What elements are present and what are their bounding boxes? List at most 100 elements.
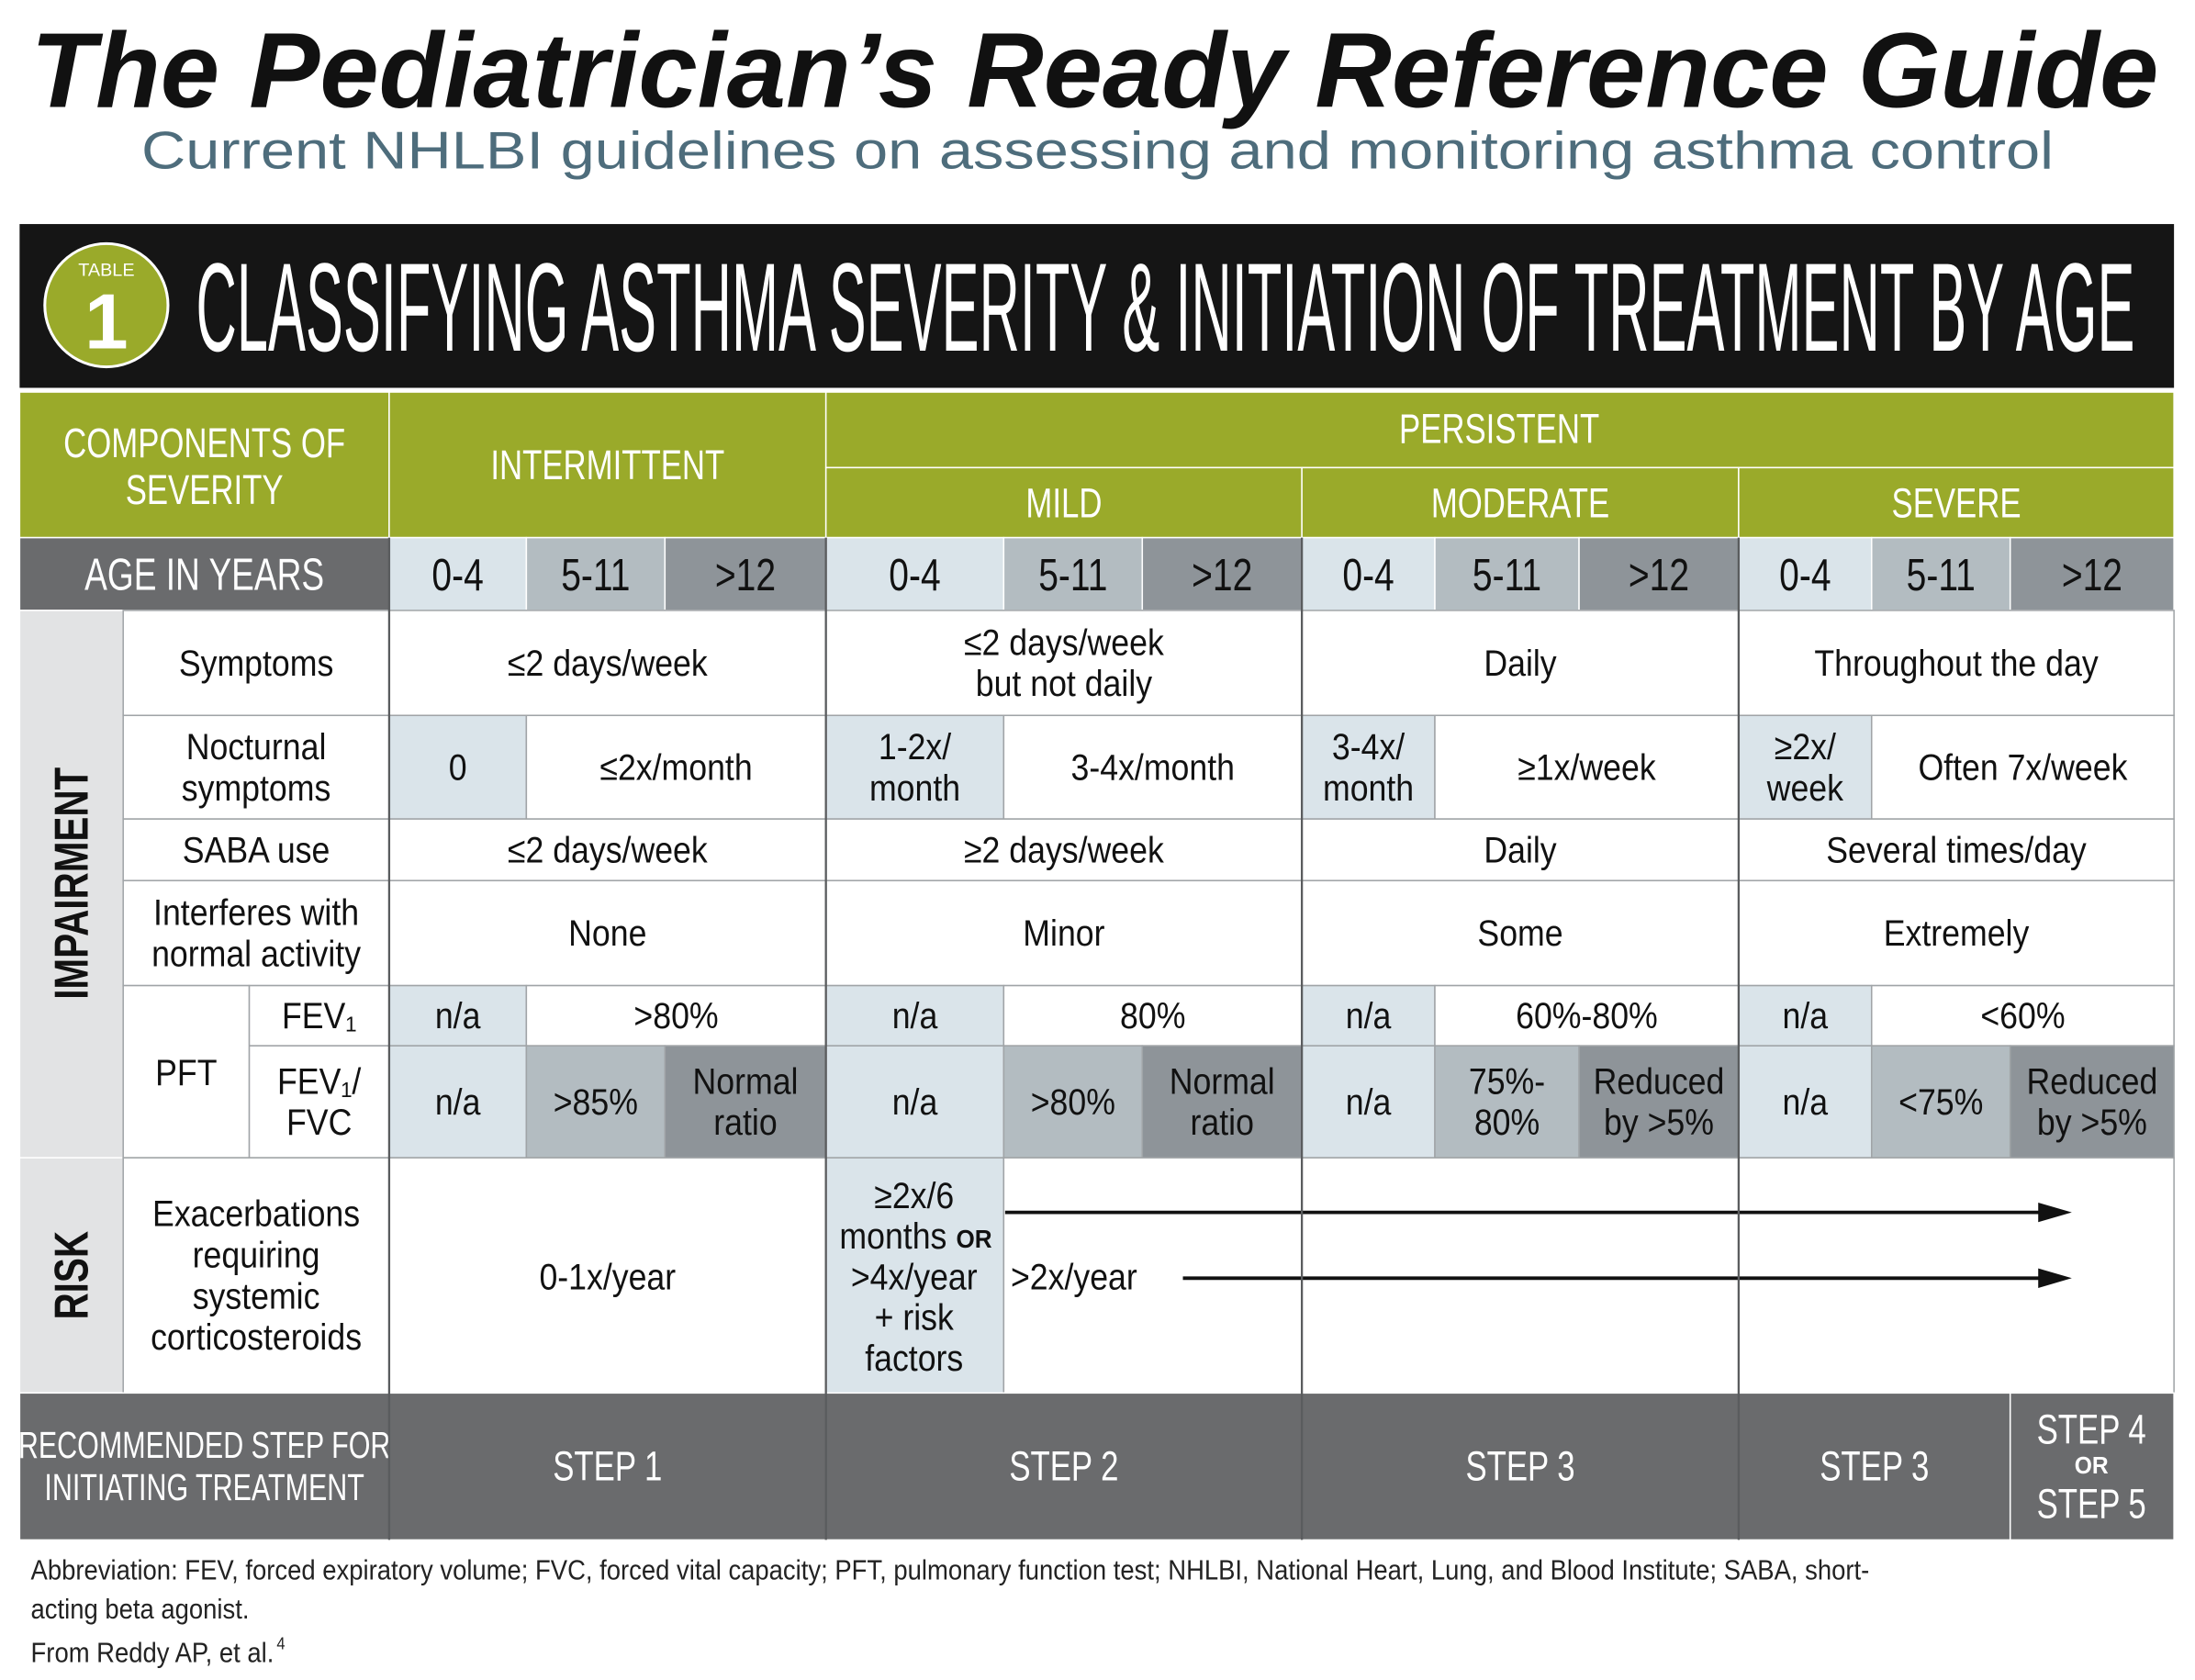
cell-text: n/a xyxy=(1346,995,1392,1036)
age-label: 5-11 xyxy=(561,551,630,600)
row-label: symptoms xyxy=(182,767,331,808)
cell-text: ratio xyxy=(1191,1102,1254,1142)
badge xyxy=(43,241,170,369)
row-label: SABA use xyxy=(183,830,330,870)
cell-text: Daily xyxy=(1484,643,1556,683)
footnote-ref: 4 xyxy=(276,1634,285,1653)
section-label: IMPAIRMENT xyxy=(45,767,98,1000)
cell-text: month xyxy=(1323,767,1414,808)
cell-text: n/a xyxy=(892,995,938,1036)
row-label-cell xyxy=(122,984,251,1159)
data-cell xyxy=(824,714,1005,820)
subtitle: Current NHLBI guidelines on assessing an… xyxy=(141,122,2054,181)
age-cell xyxy=(1738,536,1873,611)
row-label-cell xyxy=(248,1045,390,1159)
data-cell xyxy=(1738,714,1873,820)
cell-text: ≤2 days/week xyxy=(508,643,708,683)
header-cell xyxy=(824,466,1303,539)
cell-text: INTERMITTENT xyxy=(490,441,724,488)
data-cell xyxy=(1434,984,1740,1047)
cell-text: factors xyxy=(865,1338,963,1378)
cell-text: 1-2x/ xyxy=(879,726,952,767)
age-cell xyxy=(388,536,528,611)
cell-text: COMPONENTS OF xyxy=(63,419,345,466)
data-cell xyxy=(388,984,528,1047)
cell-text: ratio xyxy=(713,1102,777,1142)
age-label: 0-4 xyxy=(1342,551,1394,600)
header-cell xyxy=(1738,466,2175,539)
data-cell xyxy=(824,879,1303,987)
cell-text: >2x/year xyxy=(1011,1257,1137,1297)
row-label: FEV₁ xyxy=(282,995,356,1036)
section-label: RISK xyxy=(45,1231,98,1320)
cell-text: MILD xyxy=(1025,479,1102,527)
row-label: Nocturnal xyxy=(186,726,327,767)
cell-text: n/a xyxy=(435,995,481,1036)
step-cell xyxy=(18,1392,390,1541)
age-label: >12 xyxy=(2062,551,2122,600)
cell-text: RECOMMENDED STEP FOR xyxy=(18,1423,391,1466)
cell-text: 0 xyxy=(449,747,467,788)
cell-text: Extremely xyxy=(1884,913,2030,953)
cell-text: Often 7x/week xyxy=(1918,747,2127,788)
badge-label: TABLE xyxy=(78,260,134,280)
cell-text: 60%-80% xyxy=(1516,995,1658,1036)
age-label: 0-4 xyxy=(431,551,483,600)
title: The Pediatrician’s Ready Reference Guide xyxy=(31,10,2159,129)
cell-text: 0-1x/year xyxy=(539,1257,676,1297)
cell-text: MODERATE xyxy=(1431,479,1609,527)
cell-text: ≥2 days/week xyxy=(964,830,1164,870)
step-label: STEP 4 xyxy=(2037,1406,2146,1453)
data-cell xyxy=(1738,818,2175,881)
footnote: acting beta agonist. xyxy=(31,1595,250,1626)
cell-text: 80% xyxy=(1474,1102,1540,1142)
age-label: 0-4 xyxy=(889,551,940,600)
data-cell xyxy=(1301,610,1740,717)
cell-text: ≤2 days/week xyxy=(964,622,1164,663)
row-label: Exacerbations xyxy=(152,1193,360,1234)
row-label: systemic xyxy=(193,1276,320,1316)
section-band xyxy=(18,1157,124,1394)
data-cell xyxy=(824,1045,1005,1159)
cell-text: Normal xyxy=(1170,1061,1275,1102)
row-label: corticosteroids xyxy=(151,1316,362,1357)
data-cell xyxy=(388,818,827,881)
cell-text: ≤2x/month xyxy=(599,747,752,788)
age-label: >12 xyxy=(1192,551,1252,600)
cell-text: 3-4x/ xyxy=(1332,726,1405,767)
data-cell xyxy=(388,879,827,987)
data-cell xyxy=(525,1045,666,1159)
footnote: From Reddy AP, et al. xyxy=(31,1638,274,1669)
row-label: FVC xyxy=(286,1102,352,1142)
data-cell xyxy=(1002,714,1303,820)
cell-text: by >5% xyxy=(2037,1102,2147,1142)
cell-text: >4x/year xyxy=(851,1257,978,1297)
age-cell xyxy=(1301,536,1436,611)
age-label: 5-11 xyxy=(1907,551,1976,600)
cell-text: SEVERE xyxy=(1892,479,2021,527)
cell-text: Some xyxy=(1477,913,1562,953)
cell-text: PERSISTENT xyxy=(1399,405,1599,453)
cell-text: None xyxy=(568,913,646,953)
data-cell xyxy=(388,1157,827,1394)
age-label: 5-11 xyxy=(1038,551,1107,600)
cell-text: ≥2x/6 xyxy=(874,1175,954,1215)
data-cell xyxy=(1002,1045,1144,1159)
age-label: >12 xyxy=(715,551,776,600)
cell-text: but not daily xyxy=(976,663,1152,703)
row-label: FEV₁/ xyxy=(277,1061,362,1102)
data-cell xyxy=(824,1157,1005,1394)
row-label: normal activity xyxy=(151,934,361,974)
cell-text: 80% xyxy=(1120,995,1185,1036)
step-cell xyxy=(1301,1392,1740,1541)
cell-text: ≤2 days/week xyxy=(508,830,708,870)
row-label: Symptoms xyxy=(179,643,333,683)
banner xyxy=(19,224,2175,388)
cell-text: ≥2x/ xyxy=(1775,726,1837,767)
data-cell xyxy=(1870,714,2175,820)
step-label: STEP 5 xyxy=(2037,1480,2146,1528)
step-label: STEP 2 xyxy=(1009,1442,1118,1490)
data-cell xyxy=(1434,1045,1580,1159)
data-cell xyxy=(1434,714,1740,820)
